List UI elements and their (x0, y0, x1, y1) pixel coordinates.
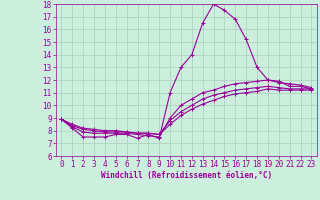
X-axis label: Windchill (Refroidissement éolien,°C): Windchill (Refroidissement éolien,°C) (101, 171, 272, 180)
